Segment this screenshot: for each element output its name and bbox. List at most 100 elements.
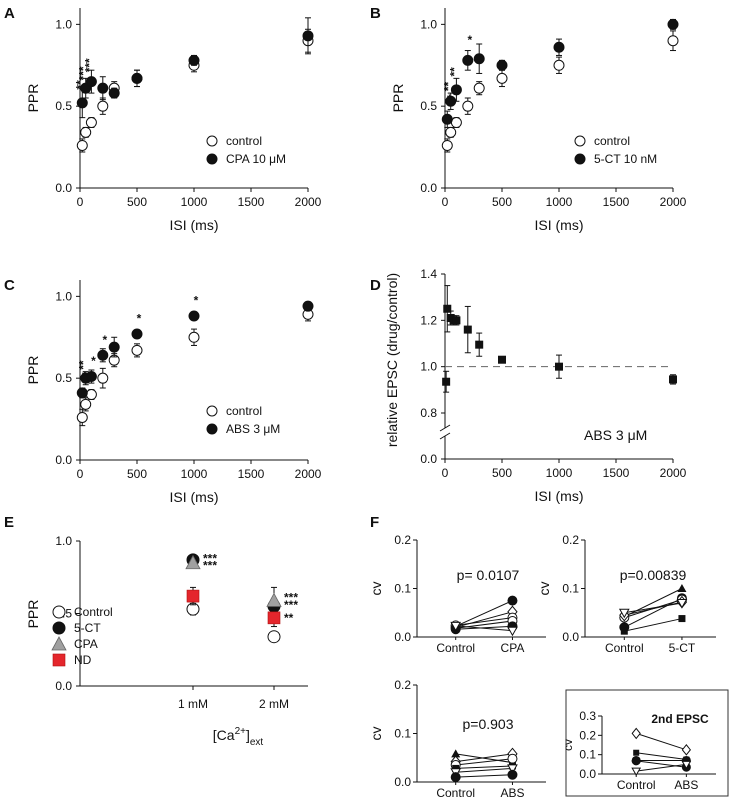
y-tick-label: 0.5 [55,99,72,113]
y-tick-label: 0.0 [562,630,579,644]
x-axis-label-base: [Ca [213,727,235,743]
y-tick-label: 0.1 [579,748,596,762]
data-point-drug [85,371,97,383]
data-point-drug [97,82,109,94]
significance-mark: * [137,312,142,326]
legend-label: control [226,134,262,148]
data-point [507,769,518,780]
data-point [676,599,688,609]
data-point [555,362,563,371]
x-tick-label: 500 [492,195,512,209]
y-tick-label: 0.0 [55,679,72,693]
significance-mark: * [467,33,472,47]
x-tick-label: 1500 [603,195,630,209]
data-point-drug [188,310,200,322]
paired-line [455,774,513,778]
data-point-control [97,372,109,384]
data-point [678,615,686,623]
legend-label: 5-CT [74,621,101,635]
x-tick-label: 1000 [546,466,573,480]
data-point-control [97,100,109,112]
x-tick-label: 1500 [238,467,265,481]
data-point-control [76,411,88,423]
data-point [452,316,461,325]
x-tick-label: 500 [127,467,147,481]
data-point-control [496,72,508,84]
x-tick-label: 500 [492,466,512,480]
x-axis-label: ISI (ms) [170,217,219,233]
legend-marker [52,605,66,619]
data-point [442,377,451,386]
inset-box [565,689,729,797]
data-point-control [80,126,92,138]
x-tick-label: Control [436,786,475,800]
data-point-drug [108,87,120,99]
data-point [669,375,677,384]
data-point-control [450,117,462,129]
x-tick-label: 500 [127,195,147,209]
y-axis-label: cv [368,582,384,596]
inset-title: 2nd EPSC [651,712,709,726]
y-tick-label: 0.1 [394,582,411,596]
x-tick-label: 2000 [660,195,687,209]
y-axis-label: cv [561,739,575,751]
legend-label: ABS 3 μM [226,422,280,436]
panel-letter-b: B [370,5,381,22]
significance-mark: *** [284,598,298,612]
y-tick-label: 0.0 [420,181,437,195]
data-point-control [445,126,457,138]
panel-F4: 0.0 0.1 0.2 0.3 Control ABS cv 2nd EPSC [561,709,716,792]
data-point [631,727,641,740]
paired-line [636,760,687,768]
x-tick-label: 0 [77,467,84,481]
data-point-control [553,59,565,71]
significance-mark: *** [77,66,91,80]
data-point [498,355,506,364]
y-tick-label: 0.8 [420,406,437,420]
data-point-drug [85,76,97,88]
y-axis-label: PPR [25,356,41,385]
legend-marker [206,153,218,165]
data-point [677,584,687,592]
data-point-drug [441,113,453,125]
data-point-control [80,398,92,410]
y-axis-label: PPR [390,84,406,113]
panel-letter-c: C [4,277,15,294]
data-point-drug [131,328,143,340]
significance-mark: ** [73,80,87,90]
x-axis-label: ISI (ms) [170,489,219,505]
y-axis-label: relative EPSC (drug/control) [384,273,400,447]
significance-mark: * [102,333,107,347]
y-tick-label: 1.0 [420,17,437,31]
paired-line [455,758,513,766]
y-axis-label: cv [368,727,384,741]
legend-label: CPA 10 μM [226,152,286,166]
x-tick-label: CPA [501,641,525,655]
significance-mark: * [447,92,452,106]
data-point [451,749,461,758]
paired-line [455,753,513,763]
significance-mark: * [82,369,87,383]
x-tick-label: ABS [500,786,524,800]
data-point-drug [131,72,143,84]
y-tick-label: 0.1 [394,727,411,741]
paired-line [636,752,687,760]
x-tick-label: Control [617,778,656,792]
significance-mark: * [91,354,96,368]
x-tick-label: 1 mM [178,697,208,711]
data-point-control [667,35,679,47]
panel-F1: 0.0 0.1 0.2 Control CPA cv p= 0.0107 [368,533,546,655]
legend-marker [52,621,66,635]
x-tick-label: 1000 [546,195,573,209]
data-point-cpa [266,592,282,607]
y-tick-label: 1.2 [420,313,437,327]
data-point-drug [188,54,200,66]
x-tick-label: 0 [442,195,449,209]
panel-letter-a: A [4,5,15,22]
data-point [681,744,692,756]
data-point-control [462,100,474,112]
significance-mark: ** [447,67,461,77]
legend-marker [206,423,218,435]
x-axis-label: [Ca2+]ext [213,726,264,748]
